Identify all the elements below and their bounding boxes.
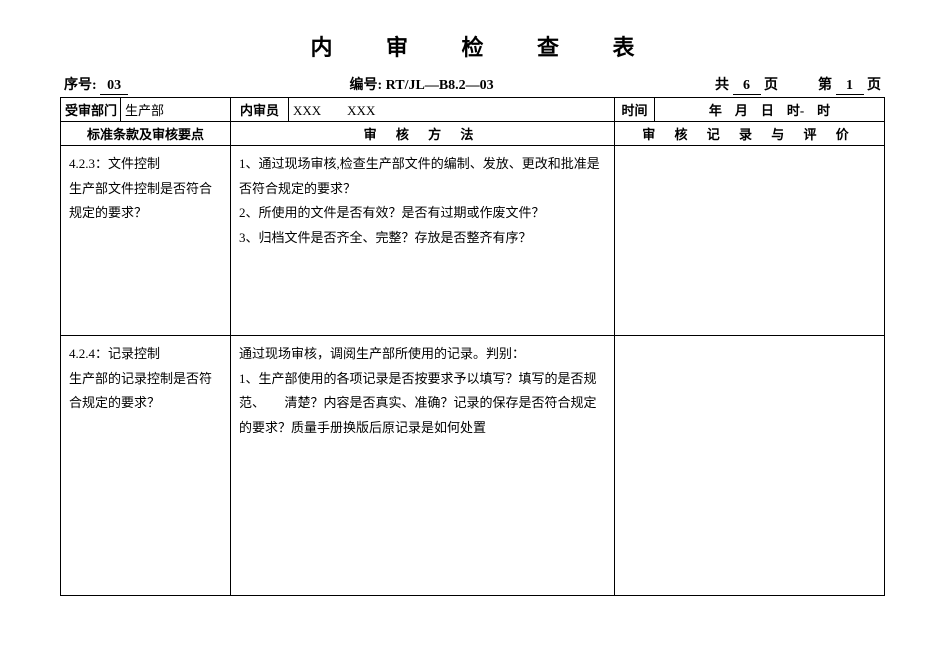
meta-code: 编号: RT/JL—B8.2—03 <box>349 74 493 95</box>
criteria-cell: 4.2.3：文件控制生产部文件控制是否符合规定的要求？ <box>61 146 231 336</box>
table-row: 4.2.4：记录控制生产部的记录控制是否符合规定的要求？ 通过现场审核，调阅生产… <box>61 336 885 596</box>
time-value-cell: 年 月 日 时- 时 <box>655 98 885 122</box>
dept-value-cell: 生产部 <box>121 98 231 122</box>
meta-row: 序号: 03 编号: RT/JL—B8.2—03 共 6 页 第 1 页 <box>60 74 885 95</box>
audit-table: 受审部门 生产部 内审员 XXX XXX 时间 年 月 日 时- 时 标准条款及… <box>60 97 885 596</box>
table-row: 4.2.3：文件控制生产部文件控制是否符合规定的要求？ 1、通过现场审核,检查生… <box>61 146 885 336</box>
table-header-row-2: 标准条款及审核要点 审 核 方 法 审 核 记 录 与 评 价 <box>61 122 885 146</box>
page-title: 内 审 检 查 表 <box>60 30 885 62</box>
meta-total-pages: 共 6 页 <box>715 74 778 95</box>
record-cell <box>615 336 885 596</box>
seq-value: 03 <box>100 78 128 95</box>
meta-cur-page: 第 1 页 <box>818 74 881 95</box>
auditor-label-cell: 内审员 <box>231 98 289 122</box>
col-header-method: 审 核 方 法 <box>231 122 615 146</box>
code-label: 编号: <box>349 78 382 93</box>
record-cell <box>615 146 885 336</box>
total-pages-value: 6 <box>733 78 761 95</box>
seq-label: 序号: <box>64 78 97 93</box>
time-label-cell: 时间 <box>615 98 655 122</box>
col-header-record: 审 核 记 录 与 评 价 <box>615 122 885 146</box>
table-header-row-1: 受审部门 生产部 内审员 XXX XXX 时间 年 月 日 时- 时 <box>61 98 885 122</box>
dept-label-cell: 受审部门 <box>61 98 121 122</box>
method-cell: 通过现场审核，调阅生产部所使用的记录。判别：1、生产部使用的各项记录是否按要求予… <box>231 336 615 596</box>
col-header-criteria: 标准条款及审核要点 <box>61 122 231 146</box>
total-pages-prefix: 共 <box>715 78 729 93</box>
cur-page-suffix: 页 <box>867 78 881 93</box>
criteria-cell: 4.2.4：记录控制生产部的记录控制是否符合规定的要求？ <box>61 336 231 596</box>
method-cell: 1、通过现场审核,检查生产部文件的编制、发放、更改和批准是否符合规定的要求？2、… <box>231 146 615 336</box>
meta-seq: 序号: 03 <box>64 74 128 95</box>
total-pages-suffix: 页 <box>764 78 778 93</box>
auditor-value-cell: XXX XXX <box>289 98 615 122</box>
cur-page-value: 1 <box>836 78 864 95</box>
code-value: RT/JL—B8.2—03 <box>386 78 494 93</box>
cur-page-prefix: 第 <box>818 78 832 93</box>
